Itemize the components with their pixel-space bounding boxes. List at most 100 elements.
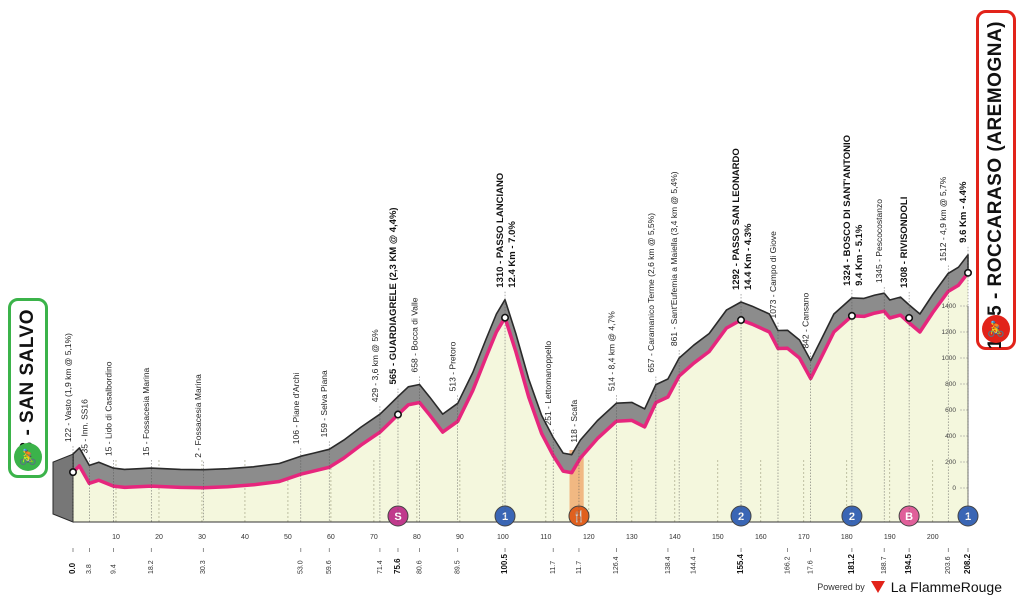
km-point-label: 194.5 xyxy=(904,553,913,574)
brand-name: La FlammeRouge xyxy=(890,579,1002,595)
place-label: 1512 - 4,9 km @ 5,7% xyxy=(938,176,948,261)
place-dot xyxy=(847,311,856,320)
altitude-tick-label: 600 xyxy=(945,407,956,414)
powered-by-text: Powered by xyxy=(817,582,865,592)
km-tick-label: 50 xyxy=(284,534,292,541)
km-point-label: 100.5 xyxy=(500,553,509,574)
km-point-label: 144.4 xyxy=(691,556,698,574)
km-tick-label: 60 xyxy=(327,534,335,541)
altitude-tick-label: 1400 xyxy=(942,303,957,310)
km-point-label: 203.6 xyxy=(945,556,952,574)
place-label: 565 - GUARDIAGRELE (2,3 KM @ 4,4%) xyxy=(388,207,399,384)
km-tick-label: 40 xyxy=(241,534,249,541)
place-sub-label: 12.4 Km - 7.0% xyxy=(507,221,518,288)
place-label: 1073 - Campo di Giove xyxy=(768,231,778,319)
km-tick-label: 130 xyxy=(626,534,638,541)
km-point-label: 59.6 xyxy=(326,560,333,574)
place-label: 514 - 8,4 km @ 4,7% xyxy=(606,311,616,391)
km-point-label: 18.2 xyxy=(148,560,155,574)
km-point-label: 80.6 xyxy=(416,560,423,574)
place-label: 861 - Sant'Eufemia a Maiella (3,4 km @ 5… xyxy=(669,171,679,346)
km-tick-label: 200 xyxy=(927,534,939,541)
place-label: 429 - 3,6 km @ 5% xyxy=(370,329,380,402)
km-point-label: 155.4 xyxy=(736,553,745,574)
place-label: 159 - Selva Piana xyxy=(319,370,329,437)
place-label: 106 - Piane d'Archi xyxy=(291,373,301,445)
km-point-label: 166.2 xyxy=(784,556,791,574)
place-dot xyxy=(963,268,972,277)
km-tick-label: 140 xyxy=(669,534,681,541)
place-dot xyxy=(501,313,510,322)
place-dot xyxy=(737,316,746,325)
km-point-label: 89.5 xyxy=(455,560,462,574)
km-tick-label: 20 xyxy=(155,534,163,541)
place-label: 657 - Caramanico Terme (2,6 km @ 5,5%) xyxy=(646,213,656,373)
place-label: 513 - Pretoro xyxy=(448,341,458,391)
profile-ground xyxy=(73,272,968,522)
km-point-label: 3.8 xyxy=(86,564,93,574)
marker-kom-icon xyxy=(730,505,752,527)
place-dot xyxy=(69,468,78,477)
km-point-label: 9.4 xyxy=(110,564,117,574)
place-label: 251 - Lettomanoppello xyxy=(543,341,553,426)
altitude-tick-label: 1200 xyxy=(942,329,957,336)
flamme-rouge-logo-icon xyxy=(870,581,885,593)
place-dot xyxy=(393,410,402,419)
place-label: 2 - Fossacesia Marina xyxy=(193,374,203,458)
altitude-tick-label: 800 xyxy=(945,381,956,388)
altitude-tick-label: 200 xyxy=(945,459,956,466)
km-point-label: 30.3 xyxy=(200,560,207,574)
km-point-label: 208.2 xyxy=(963,553,972,574)
place-sub-label: 9.4 Km - 5.1% xyxy=(854,224,865,286)
start-badge: 3 - SAN SALVO 🚴 xyxy=(8,298,48,478)
place-label: 9.6 Km - 4.4% xyxy=(958,181,969,243)
start-town-label: 3 - SAN SALVO xyxy=(17,309,38,453)
km-point-label: 138.4 xyxy=(665,556,672,574)
finish-badge: 1655 - ROCCARASO (AREMOGNA) 🚴 xyxy=(976,10,1016,350)
km-tick-label: 120 xyxy=(583,534,595,541)
km-tick-label: 110 xyxy=(540,534,551,541)
place-sub-label: 14.4 Km - 4.3% xyxy=(743,223,754,290)
place-dot xyxy=(905,313,914,322)
place-labels: 122 - Vasto (1,9 km @ 5,1%) 35 - Inn. SS1… xyxy=(63,135,972,522)
km-tick-label: 160 xyxy=(755,534,767,541)
altitude-axis: 0 200 400 600 800 1000 1200 1400 xyxy=(942,303,969,522)
place-label: 1345 - Pescocostanzo xyxy=(874,199,884,283)
km-point-label: 11.7 xyxy=(576,561,583,574)
km-axis: 10 20 30 40 50 60 70 80 90 100 110 120 130 140 150 160 1… xyxy=(68,521,972,574)
place-label: 122 - Vasto (1,9 km @ 5,1%) xyxy=(63,333,73,442)
altitude-tick-label: 0 xyxy=(952,485,956,492)
place-label: 15 - Lido di Casalbordino xyxy=(103,361,113,456)
place-label: 118 - Scafa xyxy=(569,400,579,443)
marker-sprint-label: S xyxy=(394,511,401,523)
cyclist-icon: 🚴 xyxy=(982,315,1010,343)
place-label: 1292 - PASSO SAN LEONARDO xyxy=(731,148,742,290)
km-tick-label: 80 xyxy=(413,534,421,541)
km-point-label: 11.7 xyxy=(550,561,557,574)
place-label: 1310 - PASSO LANCIANO xyxy=(495,173,506,288)
km-tick-label: 70 xyxy=(370,534,378,541)
km-point-label: 53.0 xyxy=(298,560,305,574)
km-tick-label: 170 xyxy=(798,534,810,541)
start-block xyxy=(52,453,74,523)
km-tick-label: 150 xyxy=(712,534,724,541)
km-point-label: 75.6 xyxy=(393,558,402,574)
altitude-tick-label: 1000 xyxy=(942,355,957,362)
km-tick-label: 90 xyxy=(456,534,464,541)
place-label: 1324 - BOSCO DI SANT'ANTONIO xyxy=(842,135,853,286)
km-point-label: 188.7 xyxy=(881,556,888,574)
km-tick-label: 30 xyxy=(198,534,206,541)
km-point-label: 17.6 xyxy=(808,560,815,574)
km-tick-label: 190 xyxy=(884,534,896,541)
profile-ground-area xyxy=(73,272,968,522)
km-tick-label: 180 xyxy=(841,534,853,541)
marker-kom-label: 2 xyxy=(849,511,855,523)
km-point-label: 0.0 xyxy=(68,562,77,574)
km-point-label: 71.4 xyxy=(377,560,384,574)
cyclist-icon: 🚴 xyxy=(14,443,42,471)
km-point-label: 181.2 xyxy=(847,553,856,574)
place-label: 15 - Fossacesia Marina xyxy=(141,367,151,456)
place-label: 35 - Inn. SS16 xyxy=(79,399,89,454)
km-tick-label: 100 xyxy=(497,534,509,541)
